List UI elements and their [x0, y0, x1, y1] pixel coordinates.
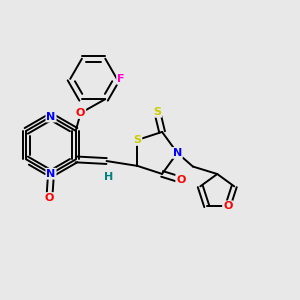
Text: O: O	[176, 175, 186, 185]
Text: N: N	[173, 148, 182, 158]
Text: S: S	[134, 135, 141, 145]
Text: N: N	[46, 169, 56, 179]
Text: O: O	[223, 201, 232, 211]
Text: S: S	[153, 107, 161, 117]
Text: H: H	[103, 172, 113, 182]
Text: N: N	[46, 112, 56, 122]
Text: O: O	[76, 108, 85, 118]
Text: O: O	[45, 193, 54, 203]
Text: F: F	[117, 74, 124, 84]
